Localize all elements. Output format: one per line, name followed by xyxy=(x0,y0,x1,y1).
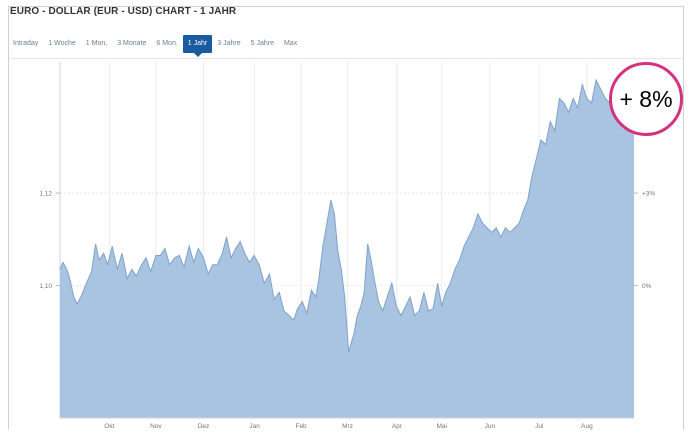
tab-5-jahre[interactable]: 5 Jahre xyxy=(250,40,274,47)
x-tick-label: Feb xyxy=(295,423,307,430)
tab-1-mon[interactable]: 1 Mon. xyxy=(85,40,108,47)
x-tick-label: Jan xyxy=(249,423,260,430)
x-tick-label: Mai xyxy=(436,423,446,430)
x-tick-label: Jun xyxy=(485,423,496,430)
tab-3-jahre[interactable]: 3 Jahre xyxy=(217,40,241,47)
tab-intraday[interactable]: Intraday xyxy=(13,40,39,47)
y-tick-label: 1,10 xyxy=(39,283,52,290)
x-tick-label: Dez xyxy=(198,423,210,430)
y-tick-label: 1,12 xyxy=(39,191,52,198)
x-tick-label: Jul xyxy=(535,423,544,430)
timeframe-tabs: Intraday 1 Woche 1 Mon. 3 Monate 6 Mon. … xyxy=(8,34,302,57)
x-tick-label: Okt xyxy=(104,423,114,430)
tab-3-monate[interactable]: 3 Monate xyxy=(117,40,147,47)
tab-1-jahr[interactable]: 1 Jahr xyxy=(182,35,213,57)
x-tick-label: Mrz xyxy=(342,423,353,430)
chart-title: EURO - DOLLAR (EUR - USD) CHART - 1 JAHR xyxy=(10,6,237,17)
change-badge: + 8% xyxy=(609,62,683,136)
tab-1-woche[interactable]: 1 Woche xyxy=(48,40,76,47)
tab-6-mon[interactable]: 6 Mon. xyxy=(156,40,178,47)
x-tick-label: Nov xyxy=(150,423,162,430)
tab-divider xyxy=(10,58,682,59)
series-line xyxy=(59,78,635,353)
right-tick-label: 0% xyxy=(642,283,652,290)
x-tick-label: Aug xyxy=(581,423,593,430)
right-tick-label: +3% xyxy=(642,191,655,198)
series-area xyxy=(60,80,634,418)
x-tick-label: Apr xyxy=(392,423,403,430)
tab-max[interactable]: Max xyxy=(283,40,298,47)
